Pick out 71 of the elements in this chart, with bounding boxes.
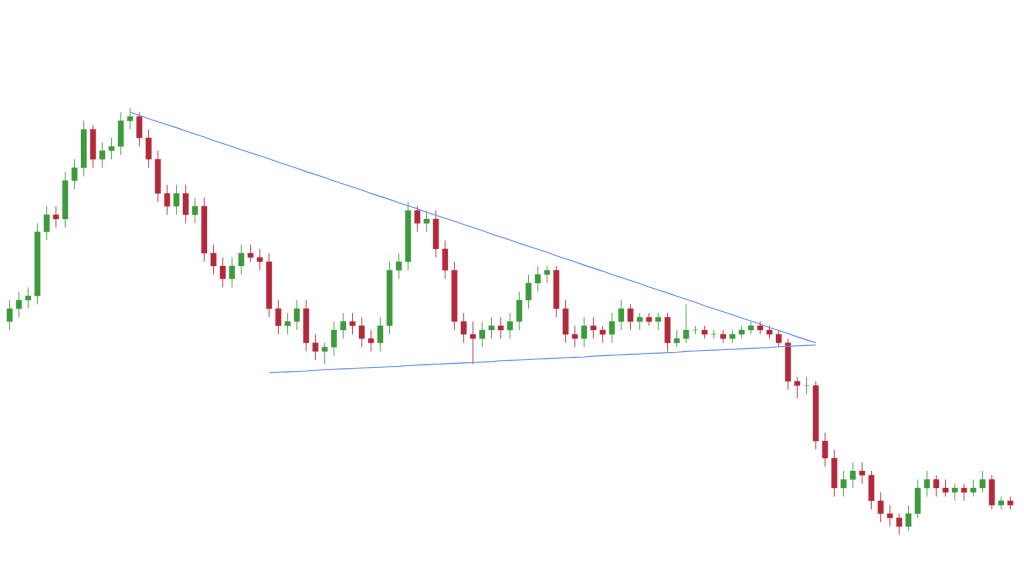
candlestick xyxy=(803,376,810,395)
candlestick xyxy=(479,321,486,348)
candlestick xyxy=(145,128,152,169)
candlestick xyxy=(896,513,903,536)
candlestick xyxy=(442,239,449,280)
candlestick xyxy=(312,333,319,361)
candlestick xyxy=(43,205,50,241)
candlestick xyxy=(182,184,189,224)
candlestick xyxy=(571,325,578,348)
candlestick xyxy=(516,291,523,331)
candlestick xyxy=(748,321,754,335)
candlestick xyxy=(627,304,634,331)
candlestick xyxy=(6,299,13,331)
candlestick xyxy=(497,316,504,339)
candlestick xyxy=(423,210,430,233)
candlestick xyxy=(859,462,866,485)
candlestick xyxy=(933,474,940,497)
candlestick xyxy=(924,470,930,497)
candlestick xyxy=(979,470,986,493)
candlestick xyxy=(998,496,1005,510)
candlestick xyxy=(368,329,374,352)
candlestick xyxy=(219,257,226,288)
candlestick xyxy=(136,111,143,147)
candlestick xyxy=(164,184,171,216)
candlestick xyxy=(646,312,652,327)
candlestick xyxy=(71,158,78,190)
candlestick xyxy=(886,504,893,527)
candlestick xyxy=(53,205,59,228)
candlestick xyxy=(683,304,689,344)
candlestick xyxy=(395,252,402,280)
candlestick xyxy=(460,312,467,344)
candlestick xyxy=(581,316,588,348)
candlestick xyxy=(340,312,347,339)
candlestick xyxy=(618,299,625,331)
candlestick xyxy=(321,342,328,365)
candlestick xyxy=(961,483,967,502)
candlestick xyxy=(507,312,513,339)
candlestick xyxy=(349,312,356,335)
candlestick xyxy=(331,321,337,357)
candlestick xyxy=(794,376,801,399)
candlestick xyxy=(127,107,134,130)
candlestick xyxy=(710,329,717,339)
candlestick xyxy=(229,257,235,288)
candlestick xyxy=(284,312,291,335)
candlestick xyxy=(525,274,532,310)
candlestick xyxy=(414,205,421,233)
candlestick xyxy=(849,462,856,489)
candlestick xyxy=(609,312,615,344)
candlestick xyxy=(108,137,115,160)
candlestick xyxy=(358,316,365,348)
candlestick xyxy=(256,248,263,271)
candlestick xyxy=(15,291,22,318)
candlestick xyxy=(377,316,384,352)
candlestick xyxy=(238,244,245,275)
candlestick xyxy=(470,321,476,365)
candlestick xyxy=(822,432,828,468)
candlestick xyxy=(192,197,198,224)
candlestick xyxy=(877,491,884,523)
candlestick xyxy=(544,265,550,284)
candlestick xyxy=(25,286,32,310)
candlestick xyxy=(210,244,217,275)
candlestick xyxy=(590,316,597,339)
candlestick xyxy=(905,504,912,532)
candlestick xyxy=(99,141,106,169)
candlestick xyxy=(293,299,300,331)
candlestick xyxy=(275,299,282,335)
candlestick xyxy=(534,265,541,293)
candlestick xyxy=(488,316,495,339)
candlestick xyxy=(720,329,727,344)
candlestick xyxy=(840,470,847,497)
candlestick xyxy=(173,184,180,216)
